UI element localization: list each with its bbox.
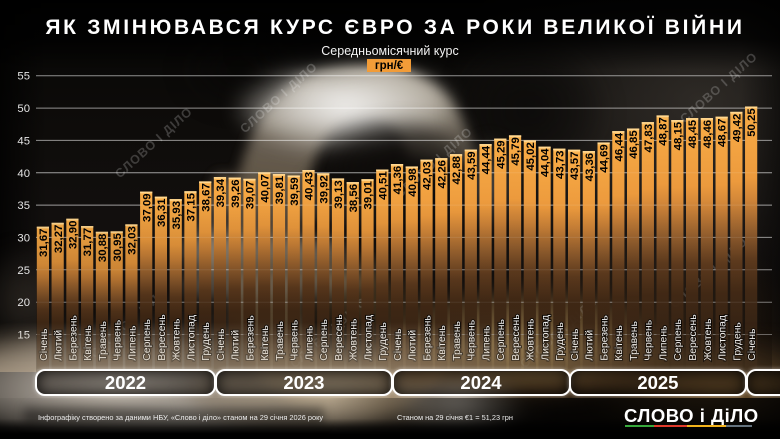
svg-text:44,04: 44,04 [540,148,552,177]
svg-text:45,29: 45,29 [495,140,507,169]
svg-text:48,87: 48,87 [658,117,670,146]
svg-text:38,67: 38,67 [200,183,212,212]
svg-text:30: 30 [17,232,30,244]
svg-text:44,44: 44,44 [481,145,493,174]
svg-text:43,36: 43,36 [584,153,596,182]
svg-text:35,93: 35,93 [171,201,183,230]
svg-text:43,59: 43,59 [466,151,478,180]
svg-text:37,09: 37,09 [141,193,153,222]
svg-text:32,03: 32,03 [127,226,139,255]
svg-text:47,83: 47,83 [643,124,655,153]
svg-text:32,90: 32,90 [68,221,80,250]
svg-text:40,98: 40,98 [407,168,419,197]
svg-text:39,34: 39,34 [215,178,227,207]
svg-text:43,73: 43,73 [554,150,566,179]
svg-text:48,15: 48,15 [672,121,684,150]
svg-text:25: 25 [17,265,30,277]
svg-text:42,26: 42,26 [436,160,448,189]
svg-text:45: 45 [17,135,30,147]
svg-text:45,02: 45,02 [525,142,537,171]
svg-text:35: 35 [17,200,30,212]
svg-text:39,59: 39,59 [289,177,301,206]
svg-text:40: 40 [17,168,30,180]
svg-text:49,42: 49,42 [731,114,743,143]
svg-text:39,26: 39,26 [230,179,242,208]
svg-text:36,31: 36,31 [156,198,168,227]
svg-text:40,51: 40,51 [377,171,389,200]
svg-text:48,45: 48,45 [687,119,699,148]
svg-text:39,81: 39,81 [274,175,286,204]
svg-text:39,07: 39,07 [245,181,257,210]
svg-text:39,13: 39,13 [333,180,345,209]
svg-text:30,95: 30,95 [112,232,124,261]
svg-text:48,46: 48,46 [702,120,714,149]
svg-text:48,67: 48,67 [717,119,729,148]
svg-text:41,36: 41,36 [392,166,404,195]
svg-text:50: 50 [17,103,30,115]
svg-text:46,44: 46,44 [613,132,625,161]
svg-text:50,25: 50,25 [746,108,758,137]
svg-text:45,79: 45,79 [510,137,522,166]
svg-text:37,15: 37,15 [186,192,198,221]
svg-text:42,03: 42,03 [422,161,434,190]
svg-text:30,88: 30,88 [97,234,109,263]
svg-text:40,07: 40,07 [259,174,271,203]
svg-text:32,27: 32,27 [53,225,65,254]
svg-text:31,77: 31,77 [82,228,94,257]
svg-text:46,85: 46,85 [628,130,640,159]
svg-text:55: 55 [17,71,30,83]
svg-text:38,56: 38,56 [348,184,360,213]
svg-text:44,69: 44,69 [599,144,611,173]
svg-text:42,88: 42,88 [451,156,463,185]
svg-text:40,43: 40,43 [304,172,316,201]
svg-text:31,67: 31,67 [38,228,50,257]
svg-text:39,92: 39,92 [318,175,330,204]
svg-text:39,01: 39,01 [363,180,375,209]
svg-text:43,57: 43,57 [569,152,581,181]
svg-text:20: 20 [17,297,30,309]
